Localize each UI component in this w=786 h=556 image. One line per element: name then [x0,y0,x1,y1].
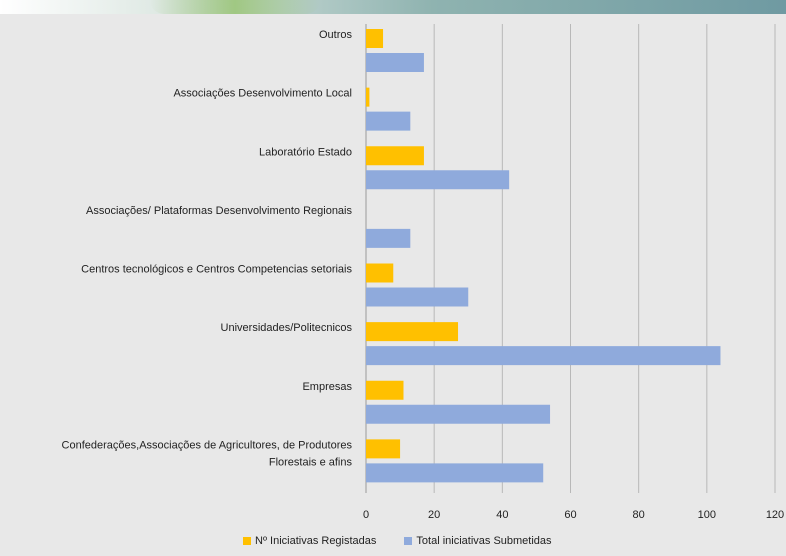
category-label: Associações Desenvolvimento Local [173,88,352,100]
bar-submetidas [366,463,544,483]
category-label: Outros [319,29,353,41]
bar-registadas [366,87,370,107]
x-tick-label: 80 [633,509,645,521]
x-tick-label: 120 [766,509,784,521]
legend: Nº Iniciativas Registadas Total iniciati… [243,535,552,547]
x-tick-label: 0 [363,509,369,521]
bar-registadas [366,263,394,283]
legend-label-registadas: Nº Iniciativas Registadas [255,535,377,547]
banner-decoration [150,0,320,14]
x-tick-label: 20 [428,509,440,521]
bars [366,29,721,483]
header-banner [0,0,786,14]
bar-registadas [366,380,404,400]
bar-submetidas [366,287,469,307]
category-label: Laboratório Estado [259,146,352,158]
category-label: Associações/ Plataformas Desenvolvimento… [86,205,352,217]
category-label: Confederações,Associações de Agricultore… [62,439,353,468]
bar-submetidas [366,228,411,248]
x-tick-label: 40 [496,509,508,521]
legend-label-submetidas: Total iniciativas Submetidas [416,535,552,547]
bar-registadas [366,29,384,48]
category-label: Universidades/Politecnicos [221,322,353,334]
legend-item-registadas: Nº Iniciativas Registadas [243,535,376,547]
bar-registadas [366,146,424,166]
legend-item-submetidas: Total iniciativas Submetidas [404,535,552,547]
legend-swatch-registadas [243,537,251,545]
legend-swatch-submetidas [404,537,413,545]
bar-submetidas [366,346,721,366]
x-tick-label: 60 [564,509,576,521]
x-tick-labels: 0 20 40 60 80 100 120 [363,509,784,521]
category-label: Centros tecnológicos e Centros Competenc… [81,264,352,276]
category-labels: Outros Associações Desenvolvimento Local L… [62,29,353,468]
bar-registadas [366,322,459,342]
bar-submetidas [366,404,551,424]
bar-registadas [366,439,401,459]
bar-submetidas [366,53,424,72]
bar-submetidas [366,111,411,131]
bar-submetidas [366,170,510,190]
gridlines [365,24,776,493]
x-tick-label: 100 [698,509,716,521]
category-label: Empresas [302,381,352,393]
